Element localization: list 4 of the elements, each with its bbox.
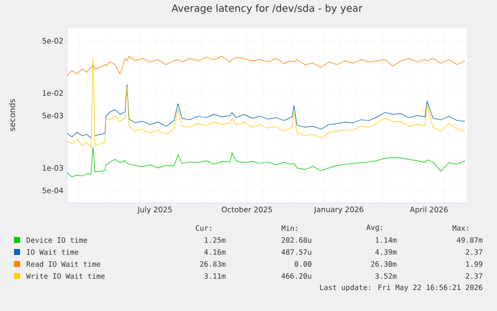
chart-title: Average latency for /dev/sda - by year xyxy=(172,4,362,14)
line-series xyxy=(67,146,466,178)
line-series xyxy=(67,57,466,148)
line-series xyxy=(67,56,466,76)
